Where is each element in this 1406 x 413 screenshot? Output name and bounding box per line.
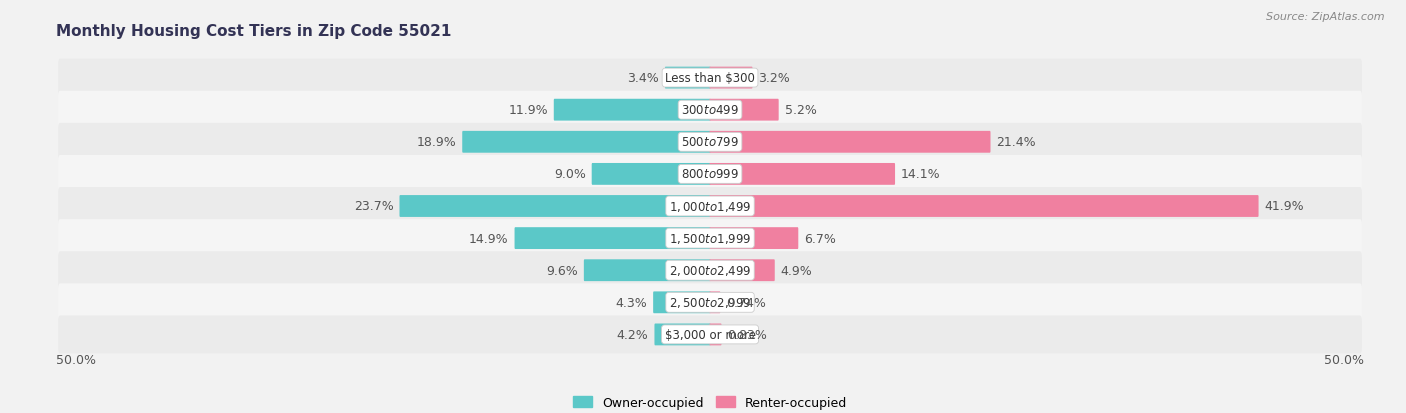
Text: 6.7%: 6.7% xyxy=(804,232,837,245)
Text: $800 to $999: $800 to $999 xyxy=(681,168,740,181)
Text: 11.9%: 11.9% xyxy=(508,104,548,117)
Text: 41.9%: 41.9% xyxy=(1264,200,1305,213)
Text: 18.9%: 18.9% xyxy=(416,136,457,149)
Text: $2,500 to $2,999: $2,500 to $2,999 xyxy=(669,296,751,310)
FancyBboxPatch shape xyxy=(654,292,710,313)
Text: $500 to $799: $500 to $799 xyxy=(681,136,740,149)
Text: 23.7%: 23.7% xyxy=(354,200,394,213)
FancyBboxPatch shape xyxy=(592,164,710,185)
Text: Source: ZipAtlas.com: Source: ZipAtlas.com xyxy=(1267,12,1385,22)
Legend: Owner-occupied, Renter-occupied: Owner-occupied, Renter-occupied xyxy=(568,391,852,413)
Text: 21.4%: 21.4% xyxy=(997,136,1036,149)
Text: 0.83%: 0.83% xyxy=(727,328,768,341)
Text: 5.2%: 5.2% xyxy=(785,104,817,117)
Text: 4.9%: 4.9% xyxy=(780,264,813,277)
Text: $1,500 to $1,999: $1,500 to $1,999 xyxy=(669,232,751,245)
Text: 9.0%: 9.0% xyxy=(554,168,586,181)
FancyBboxPatch shape xyxy=(710,132,990,153)
FancyBboxPatch shape xyxy=(58,316,1362,354)
FancyBboxPatch shape xyxy=(58,123,1362,161)
Text: 14.9%: 14.9% xyxy=(470,232,509,245)
Text: $3,000 or more: $3,000 or more xyxy=(665,328,755,341)
Text: 4.2%: 4.2% xyxy=(617,328,648,341)
FancyBboxPatch shape xyxy=(58,92,1362,129)
FancyBboxPatch shape xyxy=(710,196,1258,217)
FancyBboxPatch shape xyxy=(463,132,710,153)
FancyBboxPatch shape xyxy=(58,188,1362,225)
FancyBboxPatch shape xyxy=(665,67,710,89)
FancyBboxPatch shape xyxy=(583,260,710,281)
FancyBboxPatch shape xyxy=(710,292,720,313)
Text: $1,000 to $1,499: $1,000 to $1,499 xyxy=(669,199,751,214)
Text: 9.6%: 9.6% xyxy=(546,264,578,277)
FancyBboxPatch shape xyxy=(710,260,775,281)
FancyBboxPatch shape xyxy=(58,252,1362,290)
Text: $2,000 to $2,499: $2,000 to $2,499 xyxy=(669,263,751,278)
Text: 3.4%: 3.4% xyxy=(627,72,659,85)
Text: Less than $300: Less than $300 xyxy=(665,72,755,85)
Text: 50.0%: 50.0% xyxy=(1324,353,1364,366)
FancyBboxPatch shape xyxy=(399,196,710,217)
FancyBboxPatch shape xyxy=(710,100,779,121)
FancyBboxPatch shape xyxy=(710,228,799,249)
FancyBboxPatch shape xyxy=(710,324,721,346)
FancyBboxPatch shape xyxy=(58,59,1362,97)
Text: Monthly Housing Cost Tiers in Zip Code 55021: Monthly Housing Cost Tiers in Zip Code 5… xyxy=(56,24,451,39)
FancyBboxPatch shape xyxy=(554,100,710,121)
Text: 14.1%: 14.1% xyxy=(901,168,941,181)
Text: 50.0%: 50.0% xyxy=(56,353,96,366)
FancyBboxPatch shape xyxy=(710,164,896,185)
Text: 3.2%: 3.2% xyxy=(758,72,790,85)
FancyBboxPatch shape xyxy=(710,67,752,89)
FancyBboxPatch shape xyxy=(58,220,1362,257)
FancyBboxPatch shape xyxy=(654,324,710,346)
Text: $300 to $499: $300 to $499 xyxy=(681,104,740,117)
FancyBboxPatch shape xyxy=(58,284,1362,321)
FancyBboxPatch shape xyxy=(58,156,1362,193)
Text: 0.74%: 0.74% xyxy=(727,296,766,309)
Text: 4.3%: 4.3% xyxy=(616,296,647,309)
FancyBboxPatch shape xyxy=(515,228,710,249)
